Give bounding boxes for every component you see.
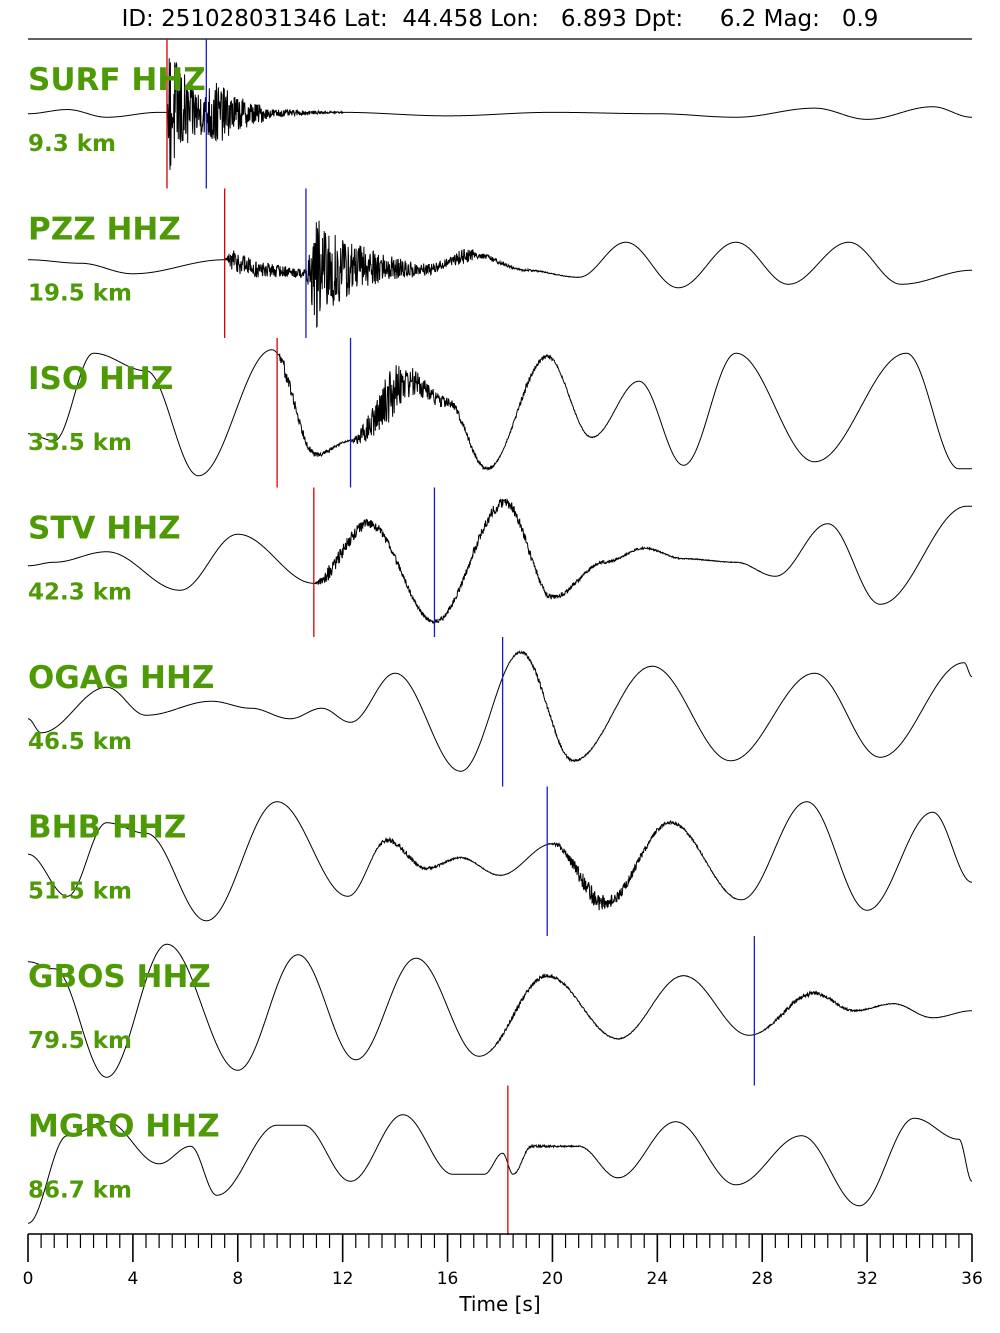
trace-panel: ISO HHZ 33.5 km (28, 338, 972, 488)
x-tick-label: 12 (332, 1269, 354, 1289)
x-tick-label: 0 (23, 1269, 34, 1289)
waveform-line (27, 801, 973, 922)
x-tick-label: 32 (856, 1269, 878, 1289)
station-name-label: OGAG HHZ (28, 660, 214, 696)
station-name-label: ISO HHZ (28, 361, 173, 397)
x-tick-label: 20 (542, 1269, 564, 1289)
lon-label: Lon: (490, 6, 539, 32)
station-distance-label: 79.5 km (28, 1028, 132, 1054)
x-tick-label: 28 (751, 1269, 773, 1289)
x-tick-label: 16 (437, 1269, 459, 1289)
trace-panel: OGAG HHZ 46.5 km (27, 637, 973, 787)
lat-value: 44.458 (402, 6, 483, 32)
station-name-label: GBOS HHZ (28, 959, 211, 995)
station-name-label: BHB HHZ (28, 810, 186, 846)
station-name-label: SURF HHZ (28, 62, 206, 98)
station-distance-label: 46.5 km (28, 729, 132, 755)
lat-label: Lat: (344, 6, 388, 32)
depth-label: Dpt: (634, 6, 684, 32)
station-distance-label: 42.3 km (28, 580, 132, 606)
event-id: 251028031346 (161, 6, 337, 32)
station-distance-label: 33.5 km (28, 430, 132, 456)
magnitude-label: Mag: (763, 6, 820, 32)
depth-value: 6.2 (719, 6, 757, 32)
time-axis: 0 4 8 12 16 20 24 28 32 36 Time [s] (23, 1233, 983, 1316)
waveform-line (27, 650, 973, 772)
id-label: ID: (121, 6, 154, 32)
x-tick-label: 36 (961, 1269, 983, 1289)
waveform-line (28, 498, 972, 624)
station-distance-label: 9.3 km (28, 131, 116, 157)
station-name-label: MGRO HHZ (28, 1109, 220, 1145)
station-name-label: STV HHZ (28, 511, 181, 547)
x-tick-label: 4 (127, 1269, 138, 1289)
lon-value: 6.893 (560, 6, 627, 32)
waveform-line (28, 349, 972, 477)
station-distance-label: 51.5 km (28, 879, 132, 905)
station-distance-label: 19.5 km (28, 281, 132, 307)
station-name-label: PZZ HHZ (28, 212, 181, 248)
x-axis-label: Time [s] (458, 1292, 540, 1316)
trace-panel: BHB HHZ 51.5 km (27, 786, 973, 936)
station-distance-label: 86.7 km (28, 1178, 132, 1204)
event-header: ID: 251028031346 Lat: 44.458 Lon: 6.893 … (0, 6, 1000, 32)
magnitude-value: 0.9 (841, 6, 879, 32)
trace-panel: MGRO HHZ 86.7 km (27, 1085, 973, 1235)
waveform-line (28, 58, 972, 170)
trace-panel: PZZ HHZ 19.5 km (28, 188, 972, 338)
waveform-line (28, 943, 972, 1078)
waveform-line (28, 220, 972, 329)
x-tick-label: 24 (647, 1269, 669, 1289)
trace-panel: GBOS HHZ 79.5 km (28, 936, 972, 1086)
trace-panel: STV HHZ 42.3 km (28, 487, 972, 637)
x-tick-label: 8 (232, 1269, 243, 1289)
waveform-line (27, 1114, 973, 1224)
trace-panel: SURF HHZ 9.3 km (28, 39, 972, 189)
traces-group: SURF HHZ 9.3 km PZZ HHZ 19.5 km ISO HHZ 33.5 … (27, 39, 973, 1235)
